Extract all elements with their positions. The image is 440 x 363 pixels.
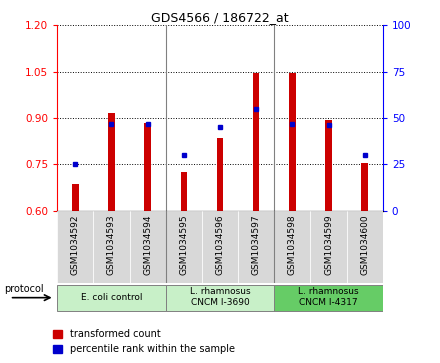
Bar [274, 285, 383, 311]
Bar [144, 123, 151, 211]
Bar [253, 73, 260, 211]
Bar [57, 285, 166, 311]
Text: GSM1034600: GSM1034600 [360, 214, 369, 275]
Legend: transformed count, percentile rank within the sample: transformed count, percentile rank withi… [49, 326, 239, 358]
Text: GSM1034596: GSM1034596 [216, 214, 224, 275]
Bar [238, 211, 274, 283]
Bar [202, 211, 238, 283]
Bar [361, 163, 368, 211]
Text: L. rhamnosus
CNCM I-3690: L. rhamnosus CNCM I-3690 [190, 287, 250, 307]
Bar [129, 211, 166, 283]
Text: protocol: protocol [4, 284, 44, 294]
Text: GSM1034593: GSM1034593 [107, 214, 116, 275]
Text: E. coli control: E. coli control [81, 293, 142, 302]
Bar [325, 119, 332, 211]
Bar [347, 211, 383, 283]
Bar [180, 172, 187, 211]
Bar [57, 211, 93, 283]
Bar [166, 211, 202, 283]
Text: GSM1034594: GSM1034594 [143, 214, 152, 275]
Text: GSM1034599: GSM1034599 [324, 214, 333, 275]
Text: GSM1034595: GSM1034595 [180, 214, 188, 275]
Bar [274, 211, 311, 283]
Bar [217, 138, 223, 211]
Text: GSM1034597: GSM1034597 [252, 214, 260, 275]
Bar [108, 113, 115, 211]
Bar [311, 211, 347, 283]
Bar [93, 211, 129, 283]
Text: GSM1034592: GSM1034592 [71, 214, 80, 275]
Text: L. rhamnosus
CNCM I-4317: L. rhamnosus CNCM I-4317 [298, 287, 359, 307]
Bar [166, 285, 274, 311]
Bar [72, 184, 79, 211]
Bar [289, 73, 296, 211]
Text: GSM1034598: GSM1034598 [288, 214, 297, 275]
Title: GDS4566 / 186722_at: GDS4566 / 186722_at [151, 11, 289, 24]
